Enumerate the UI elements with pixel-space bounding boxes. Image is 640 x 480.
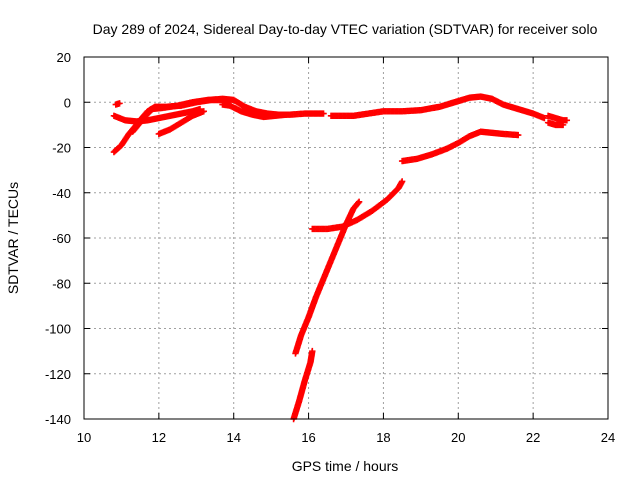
data-point <box>355 198 363 205</box>
data-point <box>309 347 316 355</box>
data-point <box>116 100 123 107</box>
y-tick-label: -120 <box>45 367 71 382</box>
series-arc-f <box>155 108 207 138</box>
series-arc-i <box>398 128 522 165</box>
data-point <box>320 110 327 117</box>
series-arc-a <box>112 100 123 108</box>
data-point <box>151 103 159 110</box>
series-arc-k <box>544 119 567 129</box>
y-tick-label: -80 <box>52 276 71 291</box>
y-tick-label: -100 <box>45 322 71 337</box>
series-arc-j <box>544 112 571 124</box>
series-arc-e <box>129 103 159 135</box>
data-points <box>110 93 571 423</box>
chart-title: Day 289 of 2024, Sidereal Day-to-day VTE… <box>93 21 598 37</box>
y-tick-label: 20 <box>57 50 71 65</box>
series-arc-c <box>110 95 327 156</box>
data-point <box>541 114 548 122</box>
grid-lines <box>84 57 608 419</box>
series-arc-n <box>290 347 316 423</box>
data-point <box>563 117 571 124</box>
data-point <box>514 131 522 139</box>
series-arc-h <box>327 93 548 122</box>
y-tick-label: 0 <box>64 95 71 110</box>
x-tick-label: 20 <box>451 430 465 445</box>
series-arc-g <box>219 101 290 121</box>
x-tick-label: 22 <box>526 430 540 445</box>
plot-frame <box>83 56 609 420</box>
data-point <box>282 111 290 118</box>
x-tick-label: 16 <box>301 430 315 445</box>
x-tick-label: 10 <box>77 430 91 445</box>
series-arc-m <box>292 198 363 357</box>
x-axis-label: GPS time / hours <box>292 458 399 474</box>
data-point <box>559 121 567 129</box>
x-tick-label: 24 <box>601 430 615 445</box>
y-tick-label: -20 <box>52 141 71 156</box>
data-point <box>200 108 207 115</box>
y-tick-label: -40 <box>52 186 71 201</box>
x-tick-label: 14 <box>226 430 240 445</box>
x-tick-label: 18 <box>376 430 390 445</box>
y-axis-label: SDTVAR / TECUs <box>5 182 21 294</box>
data-point <box>150 104 158 111</box>
data-point <box>355 199 362 206</box>
data-point <box>398 178 406 185</box>
axis-ticks: 10 12 14 16 18 20 22 24 20 0 -20 -40 -60 -80 -100 -120 -… <box>45 50 615 445</box>
y-tick-label: -140 <box>45 412 71 427</box>
y-tick-label: -60 <box>52 231 71 246</box>
x-tick-label: 12 <box>152 430 166 445</box>
